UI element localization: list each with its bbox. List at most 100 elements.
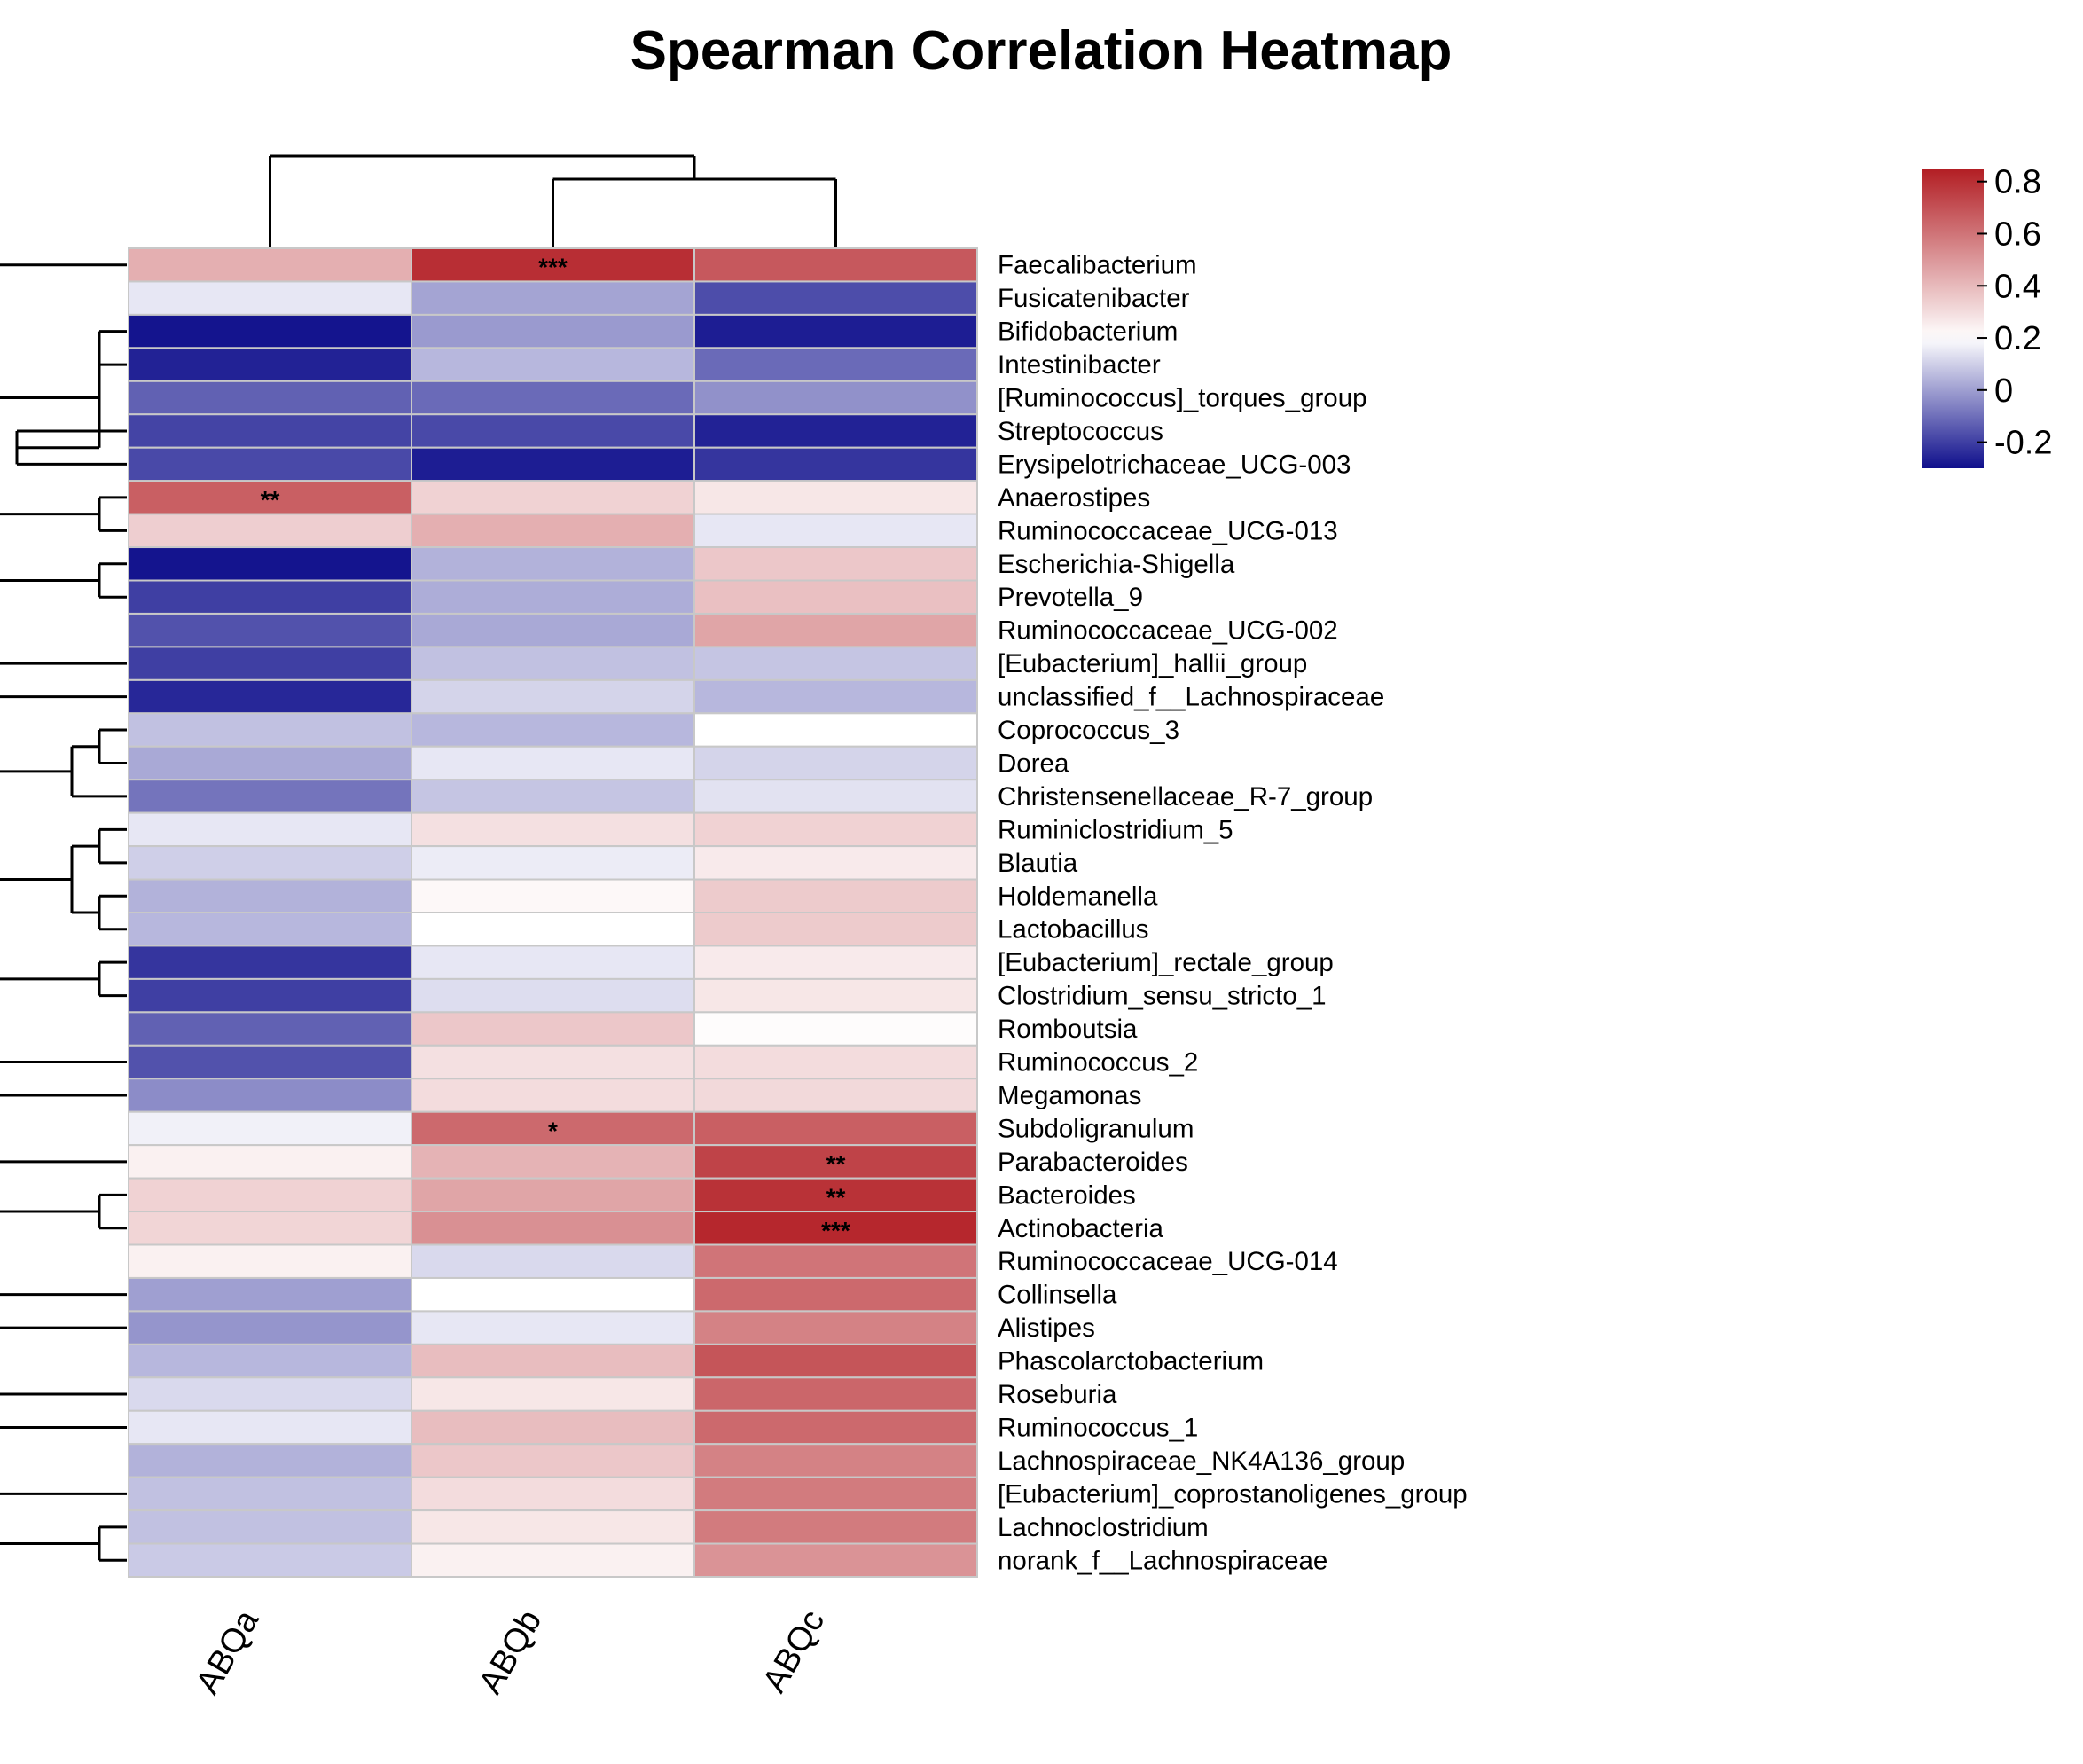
- heatmap-cell: [128, 513, 412, 549]
- heatmap-cell: [693, 945, 978, 980]
- row-label: Coprococcus_3: [998, 716, 1179, 745]
- heatmap-cell: [693, 280, 978, 316]
- heatmap-cell: [411, 280, 695, 316]
- heatmap-cell: [411, 1409, 695, 1446]
- heatmap-cell: [693, 1078, 978, 1113]
- heatmap-cell: [693, 1509, 978, 1545]
- row-label: Anaerostipes: [998, 483, 1150, 513]
- significance-markers: *************: [261, 254, 850, 1244]
- heatmap-cell: [693, 1144, 978, 1180]
- heatmap-cell: [128, 811, 412, 848]
- heatmap-cell: [693, 912, 978, 947]
- row-label: Ruminococcaceae_UCG-013: [998, 516, 1338, 545]
- heatmap-cell: [128, 446, 412, 482]
- row-dendrogram: [0, 263, 127, 1562]
- row-label: Dorea: [998, 749, 1069, 778]
- heatmap-cell: [411, 1011, 695, 1047]
- heatmap-cell: [128, 579, 412, 615]
- row-label: [Ruminococcus]_torques_group: [998, 384, 1367, 413]
- heatmap-cell: [128, 1144, 412, 1180]
- heatmap-cell: [128, 945, 412, 980]
- heatmap-cell: [128, 480, 412, 515]
- row-label: Intestinibacter: [998, 350, 1161, 380]
- heatmap-cell: [693, 1476, 978, 1512]
- heatmap-cell: [411, 1211, 695, 1246]
- heatmap-cell: [693, 1542, 978, 1579]
- heatmap-cell: [128, 1011, 412, 1047]
- heatmap-cell: [128, 1443, 412, 1478]
- heatmap-cell: [411, 347, 695, 382]
- heatmap-cell: [411, 1177, 695, 1213]
- color-scale-legend: 0.8 0.6 0.4 0.2 0 -0.2: [1922, 164, 2052, 468]
- color-scale-tick-label: 0.6: [1994, 216, 2041, 253]
- heatmap-cell: [128, 646, 412, 681]
- heatmap-cell: [693, 878, 978, 913]
- heatmap-cell: [693, 446, 978, 482]
- heatmap-cell: [411, 912, 695, 947]
- heatmap-cell: [411, 1376, 695, 1412]
- heatmap-cell: [411, 712, 695, 748]
- row-label: Faecalibacterium: [998, 251, 1197, 280]
- row-label: Roseburia: [998, 1380, 1117, 1409]
- column-label: ABQb: [472, 1604, 549, 1701]
- significance-marker: **: [826, 1150, 846, 1178]
- significance-marker: *: [548, 1117, 558, 1144]
- heatmap-cell: [128, 1509, 412, 1545]
- heatmap-cell: [693, 480, 978, 515]
- heatmap-cell: [128, 878, 412, 913]
- heatmap-cell: [411, 546, 695, 582]
- heatmap-cell: [128, 280, 412, 316]
- row-label: Holdemanella: [998, 882, 1158, 911]
- heatmap-cell: [128, 1542, 412, 1579]
- row-label: Bifidobacterium: [998, 318, 1178, 347]
- row-label: Phascolarctobacterium: [998, 1347, 1264, 1376]
- heatmap-cell: [693, 1276, 978, 1313]
- row-label: Subdoligranulum: [998, 1114, 1194, 1143]
- heatmap-cell: [128, 745, 412, 781]
- heatmap-cell: [411, 745, 695, 781]
- heatmap-cell: [411, 779, 695, 814]
- heatmap-cell: [411, 380, 695, 416]
- heatmap-cell: [411, 1343, 695, 1379]
- row-label: Ruminococcus_2: [998, 1048, 1198, 1078]
- heatmap-cell: [128, 1310, 412, 1345]
- row-label: Collinsella: [998, 1281, 1117, 1310]
- heatmap-cell: [128, 1476, 412, 1512]
- heatmap-cell: [411, 1276, 695, 1313]
- row-label: Ruminococcaceae_UCG-002: [998, 616, 1338, 646]
- color-scale-bar: [1922, 169, 1984, 468]
- heatmap-cell: [411, 1542, 695, 1579]
- row-label: Clostridium_sensu_stricto_1: [998, 982, 1327, 1011]
- row-label: Christensenellaceae_R-7_group: [998, 782, 1373, 811]
- color-scale-tick-label: -0.2: [1994, 425, 2052, 462]
- heatmap-cell: [411, 247, 695, 283]
- heatmap-cell: [411, 1078, 695, 1113]
- heatmap-cell: [128, 1078, 412, 1113]
- row-label: Blautia: [998, 849, 1078, 878]
- row-label: Megamonas: [998, 1081, 1141, 1110]
- heatmap-cell: [693, 977, 978, 1014]
- heatmap-cell: [693, 579, 978, 615]
- heatmap-cell: [128, 313, 412, 349]
- column-label: ABQa: [189, 1603, 266, 1701]
- heatmap-cell: [128, 380, 412, 416]
- heatmap-cell: [128, 1110, 412, 1147]
- heatmap-cell: [693, 247, 978, 283]
- heatmap-cell: [411, 1443, 695, 1478]
- heatmap-cell: [411, 1310, 695, 1345]
- row-label: Ruminococcaceae_UCG-014: [998, 1247, 1338, 1276]
- heatmap-cell: [128, 247, 412, 283]
- heatmap-cell: [128, 612, 412, 648]
- heatmap-cell: [411, 1144, 695, 1180]
- row-label: Fusicatenibacter: [998, 284, 1190, 313]
- row-label: Escherichia-Shigella: [998, 550, 1235, 579]
- heatmap-cell: [693, 646, 978, 681]
- row-label: Lachnospiraceae_NK4A136_group: [998, 1446, 1405, 1476]
- heatmap-cells: [128, 247, 978, 1579]
- heatmap-cell: [693, 313, 978, 349]
- heatmap-cell: [128, 1177, 412, 1213]
- row-label: Actinobacteria: [998, 1214, 1164, 1243]
- heatmap-cell: [411, 678, 695, 715]
- heatmap-cell: [693, 678, 978, 715]
